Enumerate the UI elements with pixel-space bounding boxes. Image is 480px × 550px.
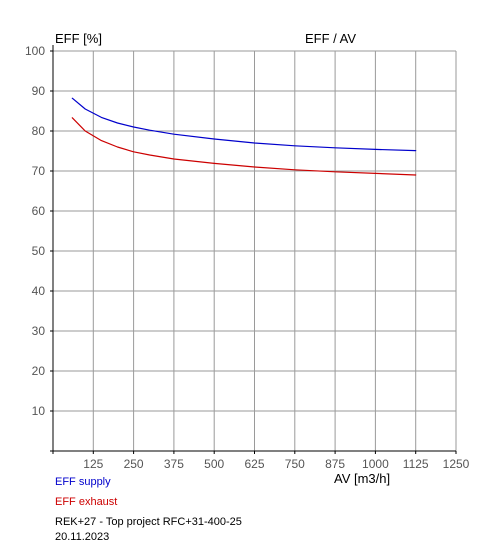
x-tick-label: 250 <box>124 457 144 471</box>
y-tick-label: 60 <box>32 204 46 218</box>
x-tick-label: 875 <box>325 457 345 471</box>
x-tick-label: 625 <box>244 457 264 471</box>
y-tick-label: 80 <box>32 124 46 138</box>
footer-date: 20.11.2023 <box>55 531 110 543</box>
x-tick-label: 750 <box>285 457 305 471</box>
y-axis-label: EFF [%] <box>55 31 102 46</box>
y-tick-label: 40 <box>32 284 46 298</box>
series-line-supply <box>71 97 417 152</box>
x-axis-label: AV [m3/h] <box>334 471 391 486</box>
y-tick-label: 90 <box>32 84 46 98</box>
y-tick-label: 100 <box>25 44 45 58</box>
legend-entry-exhaust: EFF exhaust <box>55 496 118 508</box>
x-tick-label: 375 <box>164 457 184 471</box>
legend-entry-supply: EFF supply <box>55 476 111 488</box>
y-tick-label: 30 <box>32 324 46 338</box>
y-tick-label: 70 <box>32 164 46 178</box>
y-tick-label: 50 <box>32 244 46 258</box>
x-tick-label: 1250 <box>443 457 470 471</box>
x-tick-label: 1125 <box>403 457 429 471</box>
y-tick-label: 10 <box>32 404 46 418</box>
chart-title: EFF / AV <box>305 31 357 46</box>
x-tick-label: 125 <box>83 457 103 471</box>
x-tick-label: 500 <box>204 457 224 471</box>
y-tick-label: 20 <box>32 364 46 378</box>
footer-project-info: REK+27 - Top project RFC+31-400-25 <box>55 516 242 528</box>
x-tick-label: 1000 <box>362 457 389 471</box>
series-line-exhaust <box>71 117 417 176</box>
